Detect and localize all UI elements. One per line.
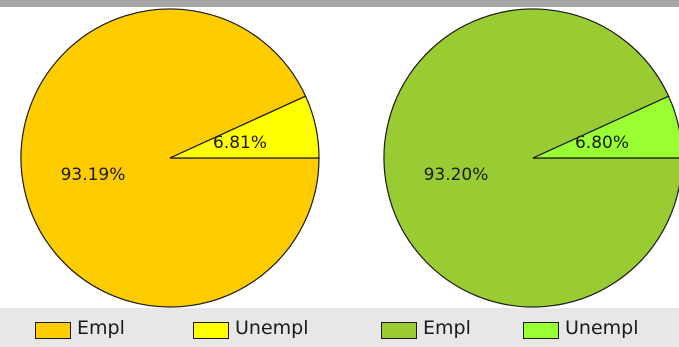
pie-slice-unempl — [169, 95, 320, 159]
pie-slice-empl — [383, 8, 679, 308]
legend-swatch-unempl-1 — [193, 322, 229, 339]
legend-label-unempl-1: Unempl — [235, 317, 309, 339]
data-label-unempl: 6.80% — [575, 133, 629, 153]
pie-chart-left: 6.81% 93.19% — [20, 8, 320, 308]
legend-label-unempl-2: Unempl — [565, 317, 639, 339]
legend-swatch-empl-1 — [35, 322, 71, 339]
data-label-empl: 93.20% — [424, 165, 489, 185]
legend-swatch-empl-2 — [381, 322, 417, 339]
legend-swatch-unempl-2 — [523, 322, 559, 339]
top-divider-bar — [0, 0, 679, 7]
legend-label-empl-2: Empl — [423, 317, 471, 339]
pie-charts-area: 6.81% 93.19% 6.80% 93.20% — [0, 7, 679, 308]
legend-label-empl-1: Empl — [77, 317, 125, 339]
legend: Empl Unempl Empl Unempl — [0, 308, 679, 347]
data-label-empl: 93.19% — [61, 165, 126, 185]
pie-chart-right: 6.80% 93.20% — [383, 8, 679, 308]
data-label-unempl: 6.81% — [213, 133, 267, 153]
